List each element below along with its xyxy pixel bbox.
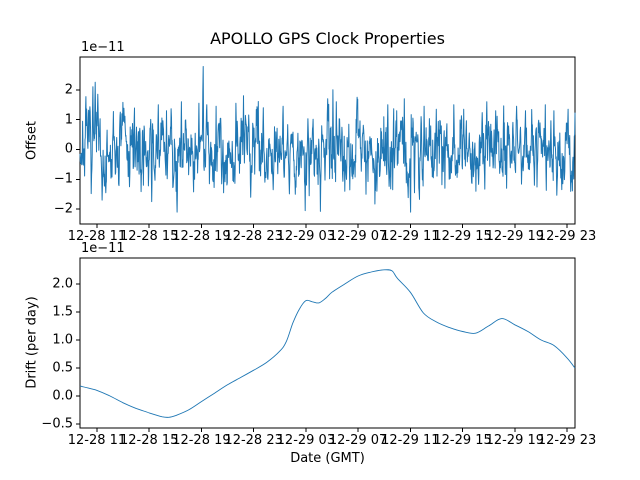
- x-tick-label: 12-28 19: [172, 229, 231, 244]
- x-tick-label: 12-28 19: [172, 433, 231, 448]
- y-tick-label: 2: [64, 82, 73, 98]
- y-tick-label: 0: [64, 141, 73, 157]
- x-tick-label: 12-28 15: [119, 433, 179, 448]
- y-tick-label: 1: [64, 112, 73, 128]
- x-tick-label: 12-29 23: [537, 433, 597, 448]
- x-tick-label: 12-29 07: [328, 433, 388, 448]
- y-tick-label: 1.0: [52, 332, 73, 348]
- y-axis-label-drift: Drift (per day): [24, 296, 40, 389]
- x-tick-label: 12-29 03: [276, 229, 336, 244]
- y-tick-label: 0.5: [52, 360, 73, 376]
- y-tick-label: 2.0: [52, 276, 73, 292]
- x-tick-label: 12-29 19: [485, 433, 545, 448]
- x-tick-label: 12-28 11: [67, 433, 127, 448]
- x-tick-label: 12-28 15: [119, 229, 179, 244]
- x-tick-label: 12-29 11: [381, 229, 440, 244]
- y-tick-label: −2: [53, 201, 73, 217]
- y-tick-label: −1: [53, 171, 73, 187]
- x-tick-label: 12-29 11: [381, 433, 440, 448]
- axis-scale-label-bottom: 1e−11: [81, 241, 125, 256]
- y-axis-label-offset: Offset: [24, 120, 40, 161]
- x-axis-label: Date (GMT): [290, 451, 365, 466]
- y-tick-label: 1.5: [52, 304, 73, 320]
- offset-series-line: [79, 66, 576, 213]
- chart-title: APOLLO GPS Clock Properties: [210, 29, 445, 48]
- x-tick-label: 12-28 23: [224, 229, 283, 244]
- x-tick-label: 12-29 19: [485, 229, 545, 244]
- y-tick-label: 0.0: [52, 388, 73, 404]
- x-tick-label: 12-28 11: [67, 229, 127, 244]
- x-tick-label: 12-29 07: [328, 229, 388, 244]
- x-tick-label: 12-29 03: [276, 433, 336, 448]
- bottom-plot-frame: [79, 257, 576, 429]
- x-tick-label: 12-29 23: [537, 229, 597, 244]
- x-tick-label: 12-29 15: [433, 433, 492, 448]
- axis-scale-label-top: 1e−11: [81, 40, 125, 55]
- top-plot-frame: [79, 56, 576, 225]
- y-tick-label: −0.5: [41, 416, 73, 432]
- x-tick-label: 12-28 23: [224, 433, 283, 448]
- drift-series-line: [79, 269, 576, 418]
- x-tick-label: 12-29 15: [433, 229, 492, 244]
